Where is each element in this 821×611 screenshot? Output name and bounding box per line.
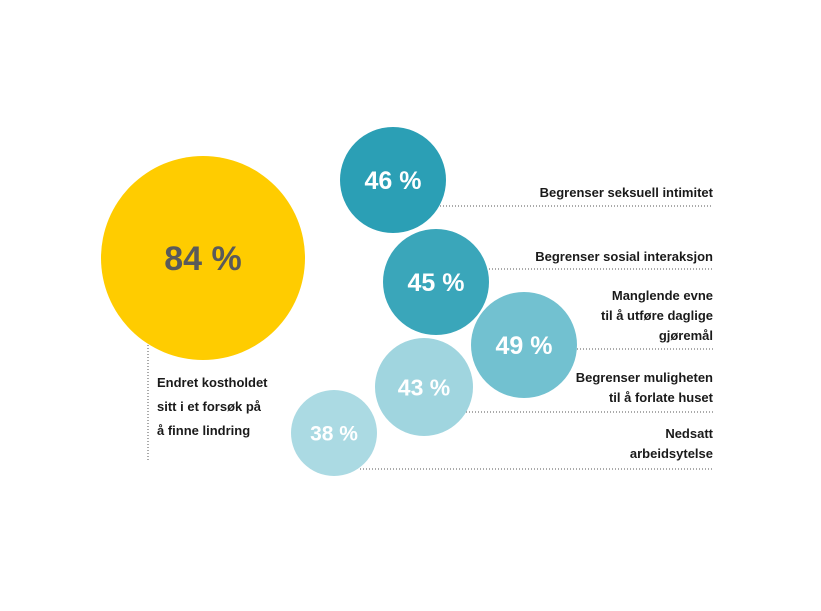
bubble-main xyxy=(101,156,305,360)
bubble-main-value: 84 % xyxy=(164,240,242,278)
bubble-label-3-line-1: til å forlate huset xyxy=(609,390,714,405)
bubble-value-3: 43 % xyxy=(398,374,450,400)
bubble-value-0: 46 % xyxy=(365,167,422,195)
bubble-label-4-line-0: Nedsatt xyxy=(665,426,713,441)
bubble-label-0-line-0: Begrenser seksuell intimitet xyxy=(540,185,714,200)
main-label-line-2: å finne lindring xyxy=(157,423,250,438)
bubble-label-1-line-0: Begrenser sosial interaksjon xyxy=(535,249,713,264)
bubble-value-1: 45 % xyxy=(408,269,465,297)
bubble-4 xyxy=(291,390,377,476)
bubble-2 xyxy=(471,292,577,398)
bubble-label-2-line-2: gjøremål xyxy=(659,328,713,343)
main-label-line-0: Endret kostholdet xyxy=(157,375,268,390)
bubble-1 xyxy=(383,229,489,335)
bubble-label-3-line-0: Begrenser muligheten xyxy=(576,370,713,385)
bubble-label-2-line-0: Manglende evne xyxy=(612,288,713,303)
bubble-0 xyxy=(340,127,446,233)
bubble-label-4-line-1: arbeidsytelse xyxy=(630,446,713,461)
bubble-3 xyxy=(375,338,473,436)
bubble-value-4: 38 % xyxy=(310,423,358,446)
main-label-line-1: sitt i et forsøk på xyxy=(157,399,262,414)
bubble-label-2-line-1: til å utføre daglige xyxy=(601,308,713,323)
bubble-value-2: 49 % xyxy=(496,332,553,360)
